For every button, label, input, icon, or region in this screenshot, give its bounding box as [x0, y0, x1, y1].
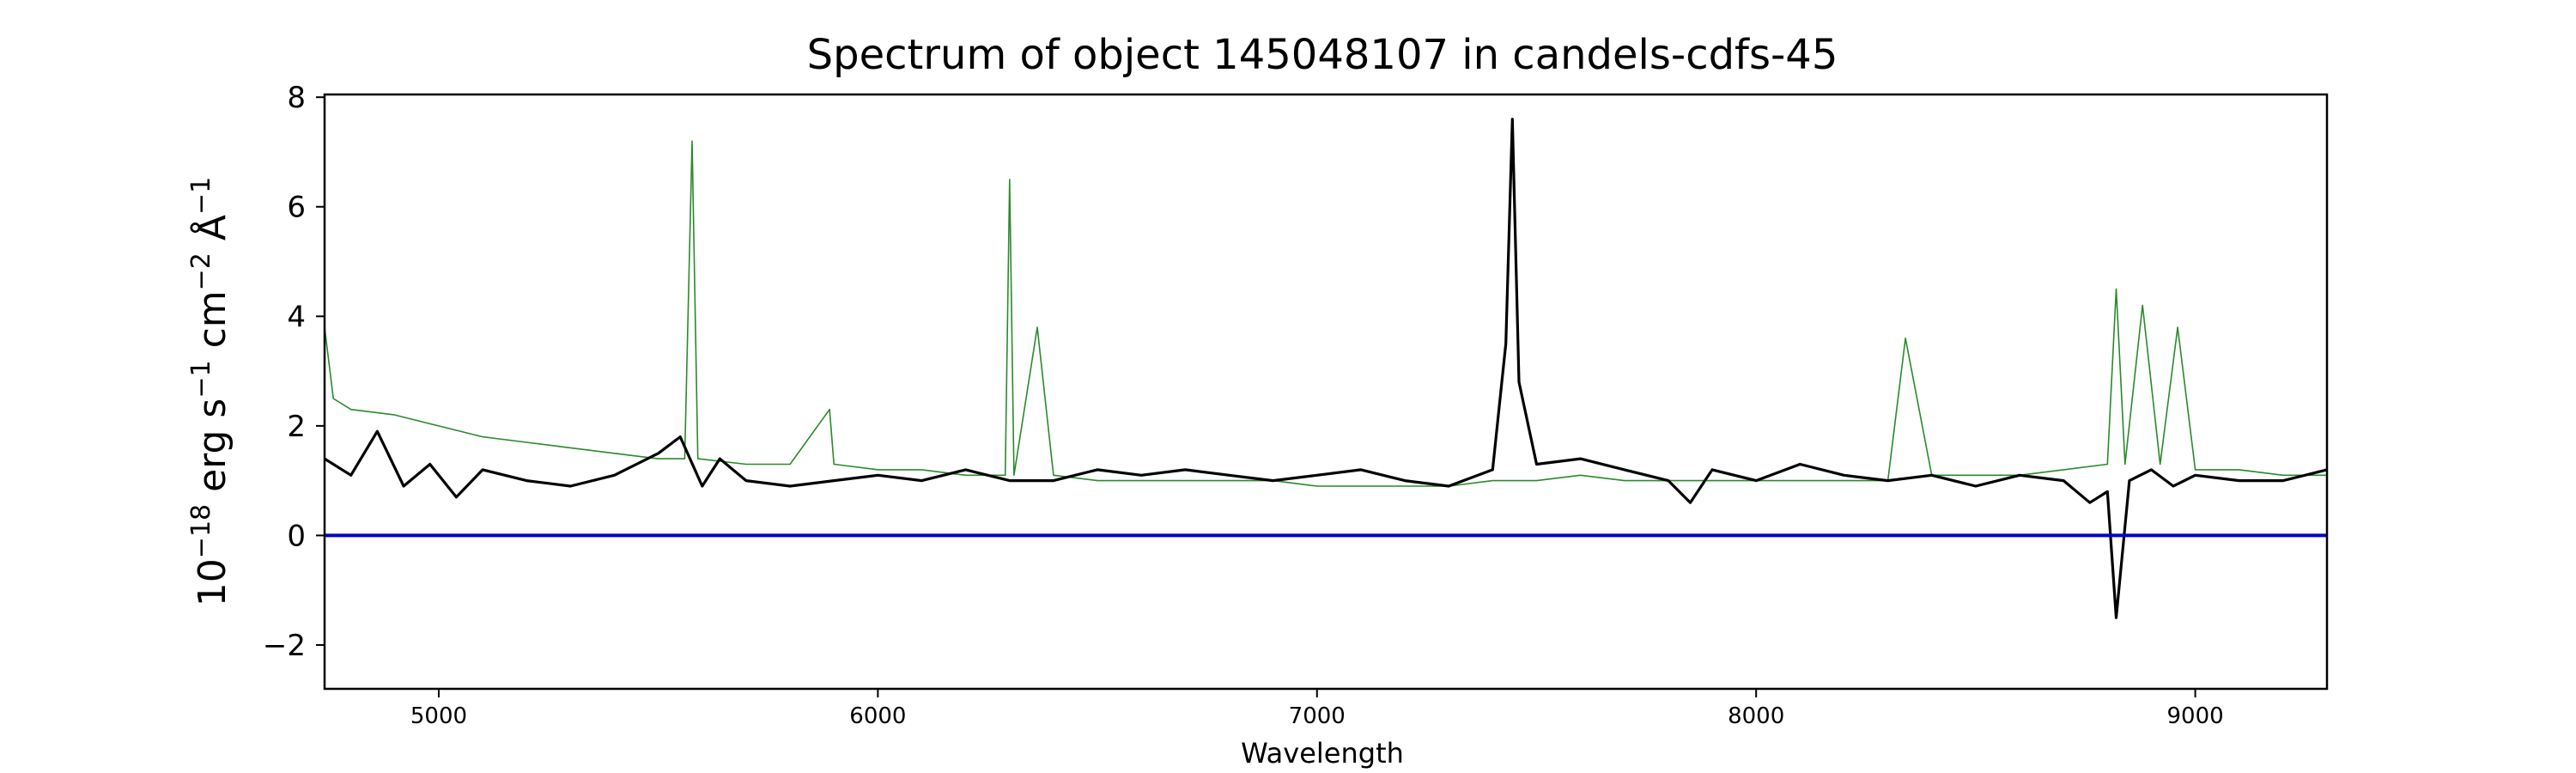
- x-axis-label: Wavelength: [1241, 737, 1404, 770]
- x-tick-label: 6000: [849, 703, 906, 729]
- y-axis-label-angstrom: Å: [189, 215, 234, 253]
- chart-title: Spectrum of object 145048107 in candels-…: [807, 31, 1838, 79]
- y-axis-label-s-exp: −1: [186, 360, 216, 398]
- x-tick-label: 9000: [2166, 703, 2223, 729]
- y-tick-label: −2: [263, 629, 306, 663]
- model-series-line: [324, 140, 2327, 487]
- y-tick-label: 8: [287, 81, 306, 115]
- plot-frame: [323, 93, 2329, 691]
- x-tick-label: 8000: [1728, 703, 1784, 729]
- x-tick-label: 5000: [410, 703, 467, 729]
- y-axis-label-exp: −18: [186, 504, 216, 558]
- y-tick-label: 6: [287, 191, 306, 225]
- y-axis-label-cm: cm: [191, 290, 234, 360]
- y-axis-label: 10−18 erg s−1 cm−2 Å−1: [186, 177, 234, 606]
- y-tick-label: 0: [287, 519, 306, 553]
- y-axis-label-erg: erg s: [191, 399, 234, 504]
- y-axis-label-a-exp: −1: [186, 177, 216, 215]
- x-tick-label: 7000: [1289, 703, 1346, 729]
- plot-area: [324, 118, 2328, 619]
- x-axis: 5000 6000 7000 8000 9000: [410, 689, 2224, 729]
- y-axis-label-base: 10: [191, 558, 234, 606]
- y-tick-label: 4: [287, 300, 306, 334]
- flux-series-line: [324, 118, 2328, 619]
- y-tick-label: 2: [287, 410, 306, 444]
- y-axis: −2 0 2 4 6 8: [263, 81, 325, 663]
- y-axis-label-cm-exp: −2: [186, 253, 216, 290]
